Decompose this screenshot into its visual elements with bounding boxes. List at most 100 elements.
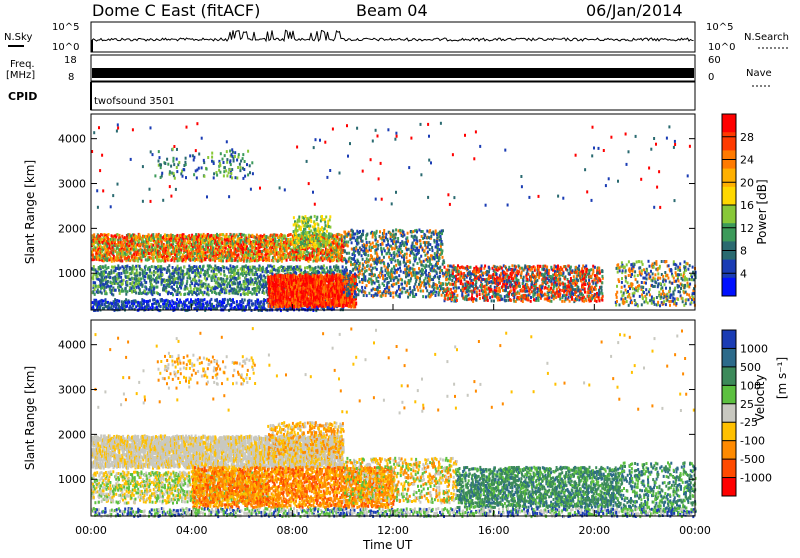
echo-cell xyxy=(106,292,108,295)
echo-cell xyxy=(261,275,263,278)
cpid-value: twofsound 3501 xyxy=(94,96,175,107)
echo-cell xyxy=(189,269,191,272)
echo-cell xyxy=(125,298,127,301)
echo-cell xyxy=(276,248,278,251)
echo-cell xyxy=(145,281,147,284)
echo-cell xyxy=(101,292,103,295)
echo-cell xyxy=(260,300,262,303)
echo-cell xyxy=(195,280,197,283)
echo-cell xyxy=(251,300,253,303)
station-title: Dome C East (fitACF) xyxy=(92,1,260,20)
echo-cell xyxy=(118,289,120,292)
echo-cell xyxy=(201,280,203,283)
echo-cell xyxy=(210,234,212,237)
echo-cell xyxy=(195,299,197,302)
echo-cell xyxy=(251,250,253,253)
echo-cell xyxy=(135,248,137,251)
echo-cell xyxy=(333,258,335,261)
echo-cell xyxy=(150,257,152,260)
echo-cell xyxy=(284,235,286,238)
echo-cell xyxy=(222,259,224,262)
echo-cell xyxy=(93,233,95,236)
echo-cell xyxy=(248,273,250,276)
echo-cell xyxy=(182,282,184,285)
echo-cell xyxy=(211,291,213,294)
echo-cell xyxy=(257,299,259,302)
noise-tick-hi: 10^5 xyxy=(52,22,79,33)
echo-cell xyxy=(155,281,157,284)
echo-cell xyxy=(189,284,191,287)
echo-cell xyxy=(101,234,103,237)
echo-cell xyxy=(148,303,150,306)
echo-cell xyxy=(120,238,122,241)
frequency-panel: Freq. [MHz] 18 8 60 0 Nave xyxy=(6,55,772,86)
echo-cell xyxy=(234,273,236,276)
freq-tick-lo: 8 xyxy=(68,72,74,83)
echo-cell xyxy=(204,298,206,301)
echo-cell xyxy=(189,252,191,255)
echo-cell xyxy=(190,298,192,301)
echo-cell xyxy=(121,279,123,282)
echo-cell xyxy=(195,241,197,244)
echo-cell xyxy=(199,275,201,278)
echo-cell xyxy=(135,265,137,268)
echo-cell xyxy=(126,250,128,253)
echo-cell xyxy=(178,304,180,307)
freq-unit: [MHz] xyxy=(6,70,35,81)
echo-cell xyxy=(136,257,138,260)
echo-cell xyxy=(226,275,228,278)
echo-cell xyxy=(210,298,212,301)
echo-cell xyxy=(329,271,331,274)
echo-cell xyxy=(143,299,145,302)
echo-cell xyxy=(103,272,105,275)
echo-cell xyxy=(216,301,218,304)
echo-cell xyxy=(162,305,164,308)
echo-cell xyxy=(196,293,198,296)
echo-cell xyxy=(259,288,261,291)
echo-cell xyxy=(152,233,154,236)
echo-cell xyxy=(262,253,264,256)
echo-cell xyxy=(186,280,188,283)
echo-cell xyxy=(267,270,269,273)
echo-cell xyxy=(168,291,170,294)
echo-cell xyxy=(180,301,182,304)
echo-cell xyxy=(211,243,213,246)
echo-cell xyxy=(103,283,105,286)
echo-cell xyxy=(296,268,298,271)
echo-cell xyxy=(249,266,251,269)
echo-cell xyxy=(159,293,161,296)
echo-cell xyxy=(245,274,247,277)
echo-cell xyxy=(153,257,155,260)
echo-cell xyxy=(102,266,104,269)
echo-cell xyxy=(133,266,135,269)
echo-cell xyxy=(177,265,179,268)
echo-cell xyxy=(193,300,195,303)
echo-cell xyxy=(242,301,244,304)
echo-cell xyxy=(136,286,138,289)
echo-cell xyxy=(268,259,270,262)
echo-cell xyxy=(153,253,155,256)
nave-label: Nave xyxy=(746,68,772,79)
echo-cell xyxy=(202,268,204,271)
echo-cell xyxy=(205,283,207,286)
echo-cell xyxy=(204,291,206,294)
echo-cell xyxy=(121,272,123,275)
echo-cell xyxy=(112,293,114,296)
echo-cell xyxy=(275,269,277,272)
echo-cell xyxy=(223,270,225,273)
echo-cell xyxy=(323,264,325,267)
echo-cell xyxy=(97,275,99,278)
echo-cell xyxy=(249,306,251,309)
echo-cell xyxy=(106,245,108,248)
echo-cell xyxy=(224,286,226,289)
echo-cell xyxy=(157,269,159,272)
echo-cell xyxy=(116,233,118,236)
echo-cell xyxy=(256,234,258,237)
echo-cell xyxy=(273,265,275,268)
echo-cell xyxy=(240,284,242,287)
echo-cell xyxy=(224,274,226,277)
echo-cell xyxy=(155,271,157,274)
noise-tick-hi-right: 10^5 xyxy=(706,22,733,33)
echo-cell xyxy=(147,292,149,295)
echo-cell xyxy=(122,282,124,285)
